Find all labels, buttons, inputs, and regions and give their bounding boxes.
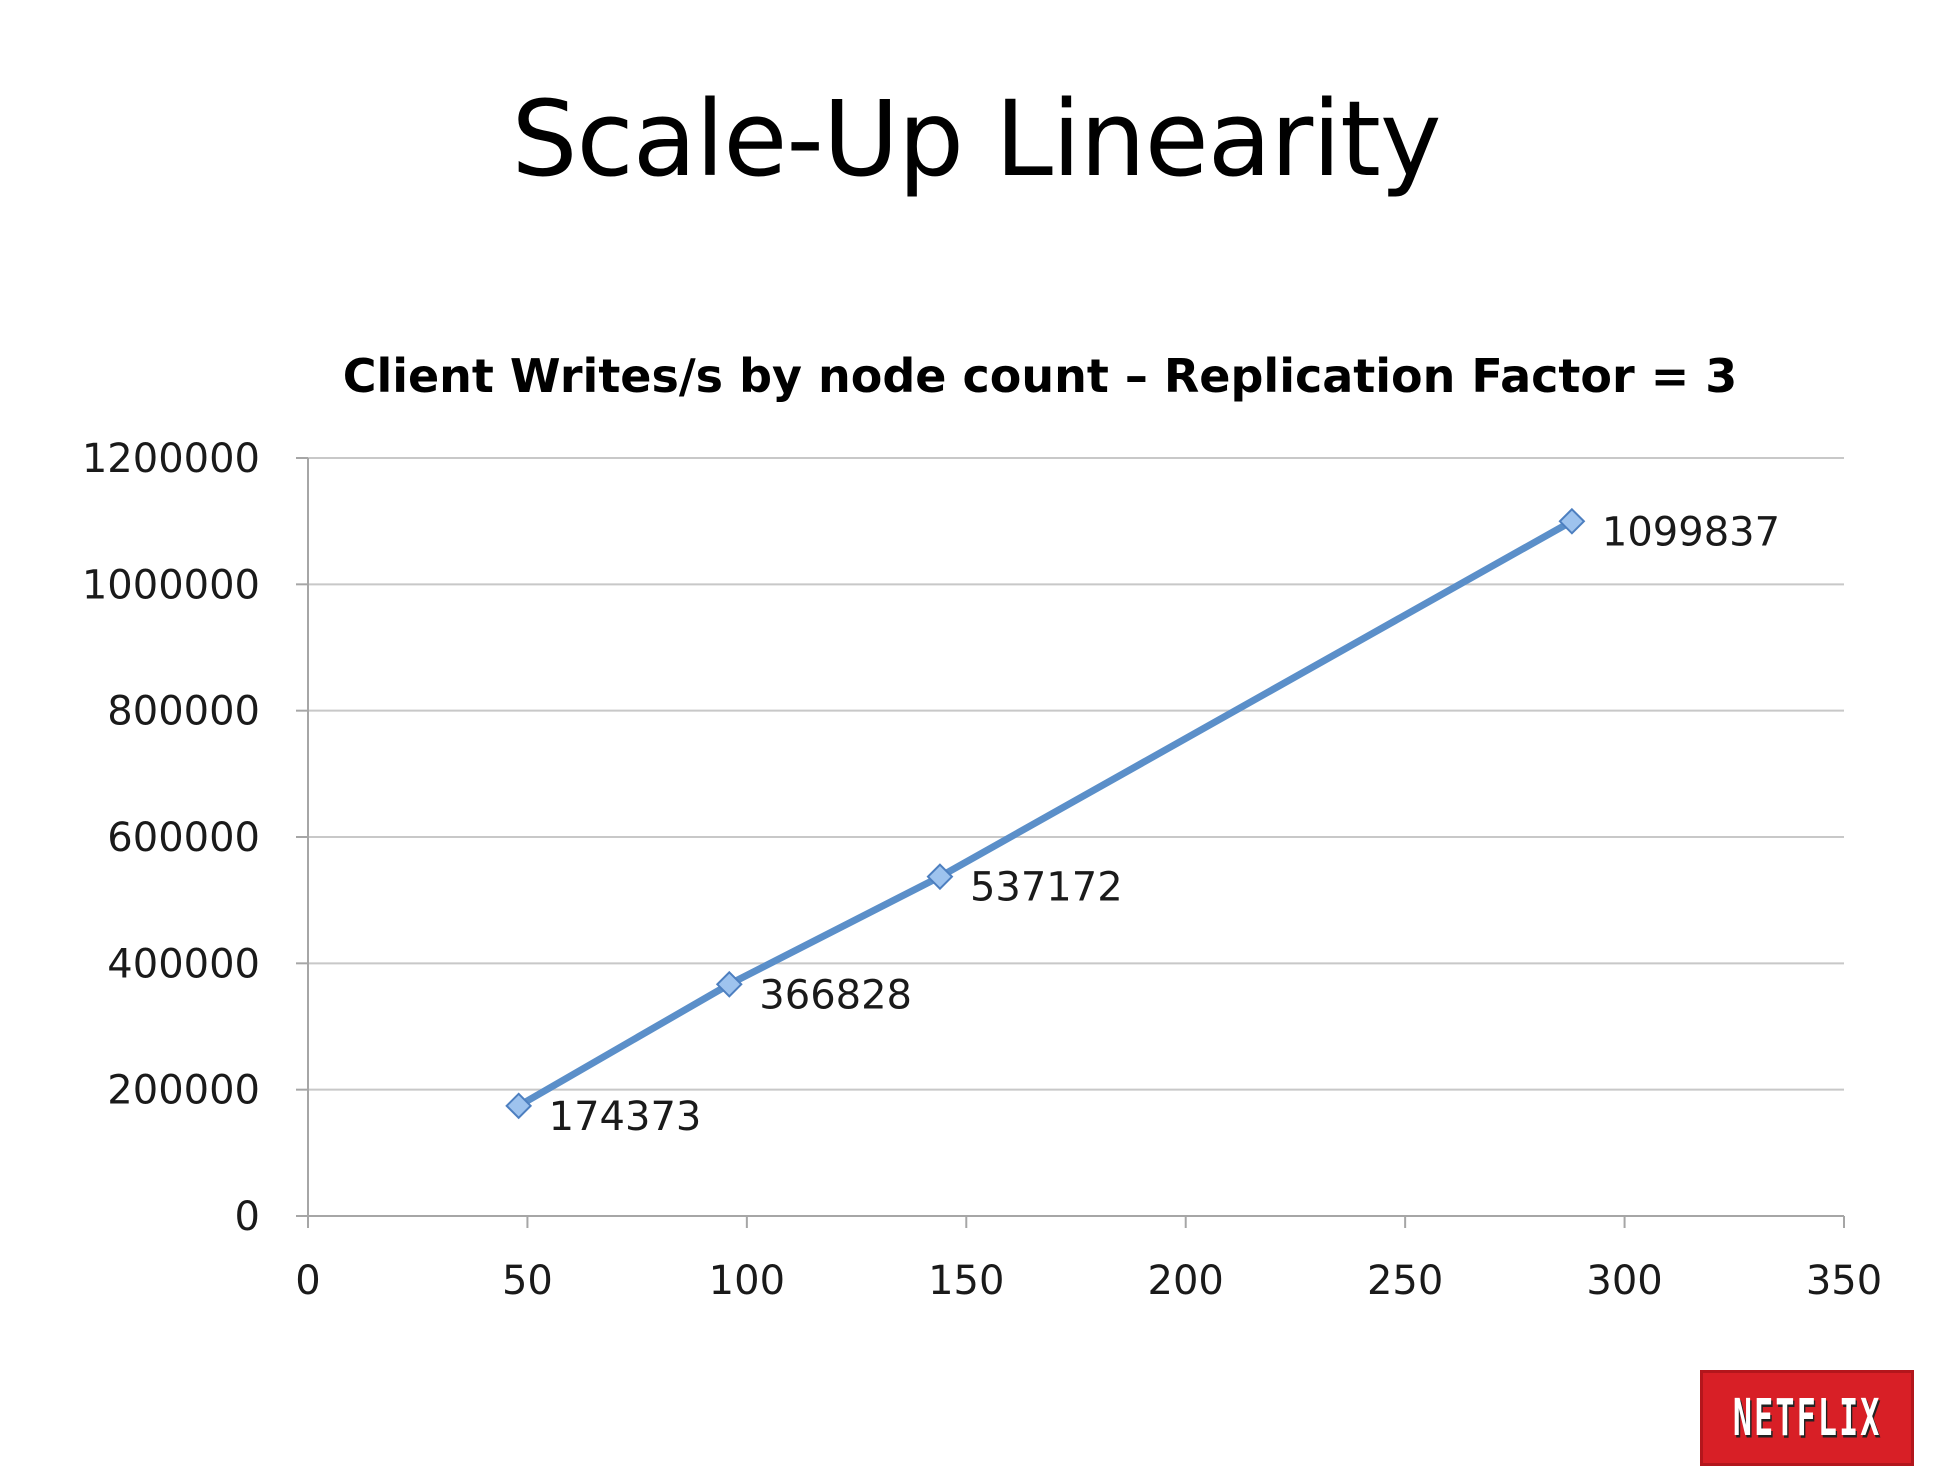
data-point-marker <box>715 970 743 998</box>
logo-text: NETFLIX <box>1732 1388 1882 1448</box>
x-tick-label: 350 <box>1806 1258 1882 1304</box>
data-labels: 174373 366828 537172 1099837 <box>549 509 1780 1140</box>
x-tick-label: 150 <box>928 1258 1004 1304</box>
y-tick-label: 600000 <box>107 815 260 861</box>
x-tick-label: 200 <box>1148 1258 1224 1304</box>
slide-title: Scale-Up Linearity <box>511 78 1442 200</box>
y-tick-label: 200000 <box>107 1068 260 1114</box>
chart-title: Client Writes/s by node count – Replicat… <box>343 349 1738 403</box>
x-tick-label: 250 <box>1367 1258 1443 1304</box>
x-tick-label: 0 <box>295 1258 320 1304</box>
x-tick-label: 300 <box>1586 1258 1662 1304</box>
y-tick-label: 0 <box>235 1194 260 1240</box>
y-tick-label: 800000 <box>107 689 260 735</box>
x-tick-label: 50 <box>502 1258 553 1304</box>
data-point-marker <box>926 863 954 891</box>
data-label: 537172 <box>970 865 1123 911</box>
axes: 0 200000 400000 600000 800000 1000000 1200000 0… <box>82 436 1882 1304</box>
series-group <box>505 507 1586 1120</box>
y-tick-label: 400000 <box>107 941 260 987</box>
x-tick-label: 100 <box>709 1258 785 1304</box>
grid-lines <box>308 457 1844 1091</box>
netflix-logo: NETFLIX <box>1700 1370 1914 1466</box>
series-line <box>515 517 1576 1110</box>
y-tick-label: 1200000 <box>82 436 260 482</box>
data-point-marker <box>1558 507 1586 535</box>
y-tick-label: 1000000 <box>82 562 260 608</box>
data-point-marker <box>505 1092 533 1120</box>
data-label: 1099837 <box>1602 509 1780 555</box>
data-label: 366828 <box>759 972 912 1018</box>
data-label: 174373 <box>549 1094 702 1140</box>
